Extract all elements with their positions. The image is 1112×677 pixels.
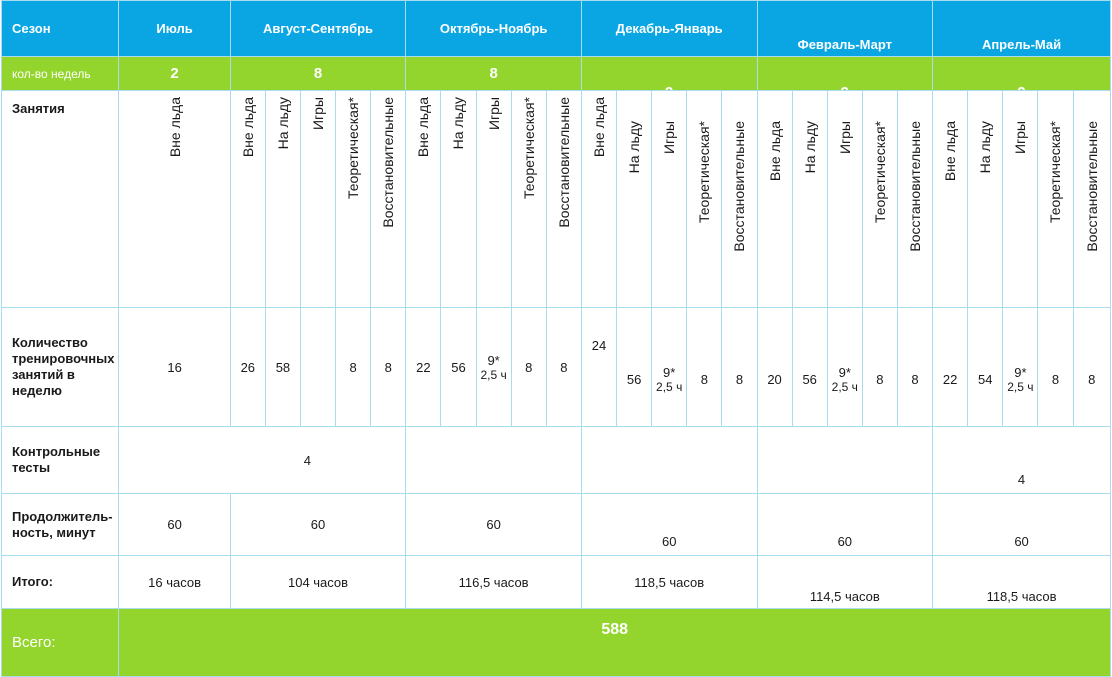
count-cell: 8 — [510, 307, 547, 427]
activity-type: Игры — [651, 90, 688, 308]
tests-dec-jan — [580, 426, 758, 494]
grand-total-label: Всего: — [0, 608, 120, 677]
count-cell: 24 — [580, 307, 618, 427]
season-header-row: Сезон Июль Август-Сентябрь Октябрь-Ноябр… — [0, 0, 1111, 57]
activity-type: Теоретическая* — [861, 90, 898, 308]
total-apr-may: 118,5 часов — [932, 555, 1111, 609]
count-cell: 9* 2,5 ч — [651, 307, 688, 427]
season-apr-may: Апрель-Май — [932, 0, 1111, 57]
count-cell: 16 — [118, 307, 231, 427]
activity-type: Восстановительные — [896, 90, 934, 308]
season-label: Сезон — [0, 0, 120, 57]
duration-july: 60 — [118, 493, 231, 556]
count-cell: 56 — [616, 307, 653, 427]
season-dec-jan: Декабрь-Январь — [580, 0, 758, 57]
weeks-oct-nov: 8 — [405, 56, 582, 91]
activity-type: Теоретическая* — [1037, 90, 1074, 308]
duration-aug-sep: 60 — [229, 493, 407, 556]
tests-row: Контрольные тесты 4 4 — [0, 426, 1111, 494]
weeks-feb-mar: 9 — [756, 56, 934, 91]
activity-type: Вне льда — [756, 90, 793, 308]
season-oct-nov: Октябрь-Ноябрь — [405, 0, 582, 57]
total-aug-sep: 104 часов — [229, 555, 407, 609]
grand-total-row: Всего: 588 — [0, 608, 1111, 677]
duration-feb-mar: 60 — [756, 493, 934, 556]
activity-type: Восстановительные — [545, 90, 582, 308]
activity-type: Игры — [826, 90, 863, 308]
activity-type: Теоретическая* — [686, 90, 723, 308]
count-cell: 8 — [545, 307, 582, 427]
count-cell: 9* 2,5 ч — [1002, 307, 1039, 427]
weeks-dec-jan: 9 — [580, 56, 758, 91]
activity-type: Вне льда — [405, 90, 442, 308]
count-cell: 8 — [721, 307, 758, 427]
count-cell: 26 — [229, 307, 266, 427]
count-cell: 8 — [861, 307, 898, 427]
duration-label: Продолжитель-ность, минут — [0, 493, 120, 556]
activity-type: Вне льда — [229, 90, 266, 308]
activity-type: На льду — [616, 90, 653, 308]
duration-apr-may: 60 — [932, 493, 1111, 556]
grand-total-value: 588 — [118, 608, 1111, 677]
count-cell: 8 — [896, 307, 934, 427]
count-cell: 8 — [686, 307, 723, 427]
total-oct-nov: 116,5 часов — [405, 555, 582, 609]
count-cell: 56 — [440, 307, 477, 427]
weeks-july: 2 — [118, 56, 231, 91]
count-cell: 58 — [264, 307, 301, 427]
counts-row: Количество тренировочных занятий в недел… — [0, 307, 1112, 427]
count-cell: 8 — [1037, 307, 1074, 427]
total-dec-jan: 118,5 часов — [580, 555, 758, 609]
count-cell: 9* 2,5 ч — [826, 307, 863, 427]
count-cell: 54 — [967, 307, 1004, 427]
count-cell: 20 — [756, 307, 793, 427]
season-july: Июль — [118, 0, 231, 57]
activity-type: На льду — [264, 90, 301, 308]
count-cell: 8 — [370, 307, 407, 427]
count-cell — [299, 307, 337, 427]
total-row: Итого: 16 часов 104 часов 116,5 часов 11… — [0, 555, 1111, 609]
season-aug-sep: Август-Сентябрь — [229, 0, 407, 57]
weeks-apr-may: 9 — [932, 56, 1111, 91]
counts-label: Количество тренировочных занятий в недел… — [0, 307, 120, 427]
weeks-label: кол-во недель — [0, 56, 120, 91]
activity-type: Вне льда — [932, 90, 969, 308]
activity-type: Игры — [299, 90, 337, 308]
activity-type: Игры — [1002, 90, 1039, 308]
total-feb-mar: 114,5 часов — [756, 555, 934, 609]
activity-type: На льду — [791, 90, 828, 308]
duration-oct-nov: 60 — [405, 493, 582, 556]
activity-type: Восстановительные — [1072, 90, 1112, 308]
total-july: 16 часов — [118, 555, 231, 609]
activity-type: Вне льда — [580, 90, 618, 308]
count-cell: 8 — [1072, 307, 1112, 427]
tests-apr-may: 4 — [932, 426, 1111, 494]
count-cell: 8 — [335, 307, 372, 427]
tests-feb-mar — [756, 426, 934, 494]
count-cell: 56 — [791, 307, 828, 427]
tests-aug-sep: 4 — [118, 426, 407, 494]
count-cell: 22 — [932, 307, 969, 427]
activity-type: Восстановительные — [370, 90, 407, 308]
weeks-aug-sep: 8 — [229, 56, 407, 91]
activity-type: Теоретическая* — [335, 90, 372, 308]
count-cell: 22 — [405, 307, 442, 427]
activities-label: Занятия — [0, 90, 120, 308]
activities-row: Занятия Вне льда Вне льда На льду Игры Т… — [0, 90, 1112, 308]
duration-row: Продолжитель-ность, минут 60 60 60 60 60… — [0, 493, 1111, 556]
tests-oct-nov — [405, 426, 582, 494]
total-label: Итого: — [0, 555, 120, 609]
duration-dec-jan: 60 — [580, 493, 758, 556]
tests-label: Контрольные тесты — [0, 426, 120, 494]
activity-type: На льду — [967, 90, 1004, 308]
activity-type: Игры — [475, 90, 512, 308]
activity-type: Восстановительные — [721, 90, 758, 308]
activity-type: Теоретическая* — [510, 90, 547, 308]
activity-july: Вне льда — [118, 90, 231, 308]
activity-type: На льду — [440, 90, 477, 308]
count-cell: 9* 2,5 ч — [475, 307, 512, 427]
weeks-row: кол-во недель 2 8 8 9 9 9 — [0, 56, 1111, 91]
season-feb-mar: Февраль-Март — [756, 0, 934, 57]
